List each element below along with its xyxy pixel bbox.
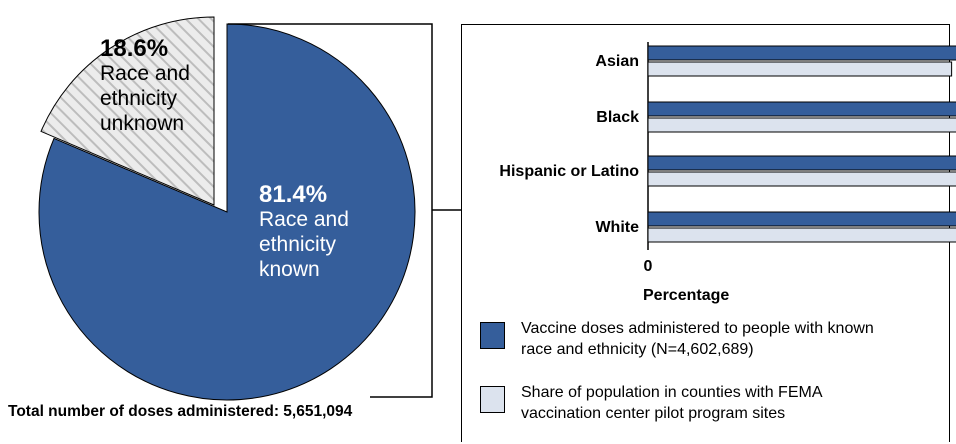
bar-population	[647, 117, 956, 133]
pie-known-line: known	[259, 258, 320, 281]
category-label: Hispanic or Latino	[499, 163, 639, 180]
x-tick-label: 0	[644, 258, 653, 275]
pie-chart	[38, 16, 416, 401]
bar-vaccine	[647, 45, 956, 61]
pie-unknown-line: unknown	[100, 112, 185, 135]
category-label: Black	[596, 109, 639, 126]
pie-unknown-percent: 18.6%	[100, 35, 169, 62]
bar-vaccine	[647, 211, 956, 227]
pie-unknown-line: Race and	[100, 62, 190, 85]
pie-unknown-label: 18.6% Race and ethnicity unknown	[100, 36, 190, 136]
pie-known-label: 81.4% Race and ethnicity known	[259, 182, 349, 282]
legend-item-population: Share of population in counties with FEM…	[480, 382, 891, 424]
total-doses-label: Total number of doses administered: 5,65…	[8, 403, 353, 420]
pie-known-line: ethnicity	[259, 233, 337, 256]
pie-known-line: Race and	[259, 208, 349, 231]
x-axis-title: Percentage	[643, 287, 729, 304]
bar-population	[647, 171, 956, 187]
bar-population	[647, 227, 956, 243]
bar-vaccine	[647, 155, 956, 171]
legend-label-population: Share of population in counties with FEM…	[521, 384, 822, 422]
legend-item-vaccine: Vaccine doses administered to people wit…	[480, 318, 891, 360]
legend-swatch-vaccine	[480, 322, 505, 349]
legend-swatch-population	[480, 386, 505, 413]
pie-slice-known	[38, 23, 416, 401]
legend-label-vaccine: Vaccine doses administered to people wit…	[521, 320, 874, 358]
bar-vaccine	[647, 101, 956, 117]
category-label: White	[595, 219, 639, 236]
pie-known-percent: 81.4%	[259, 181, 328, 208]
pie-slice-unknown	[40, 16, 215, 206]
category-label: Asian	[595, 53, 639, 70]
bars-group: Asian13.99.4Black14.720.8Hispanic or Lat…	[499, 45, 956, 275]
bar-population	[647, 61, 953, 77]
pie-unknown-line: ethnicity	[100, 87, 178, 110]
